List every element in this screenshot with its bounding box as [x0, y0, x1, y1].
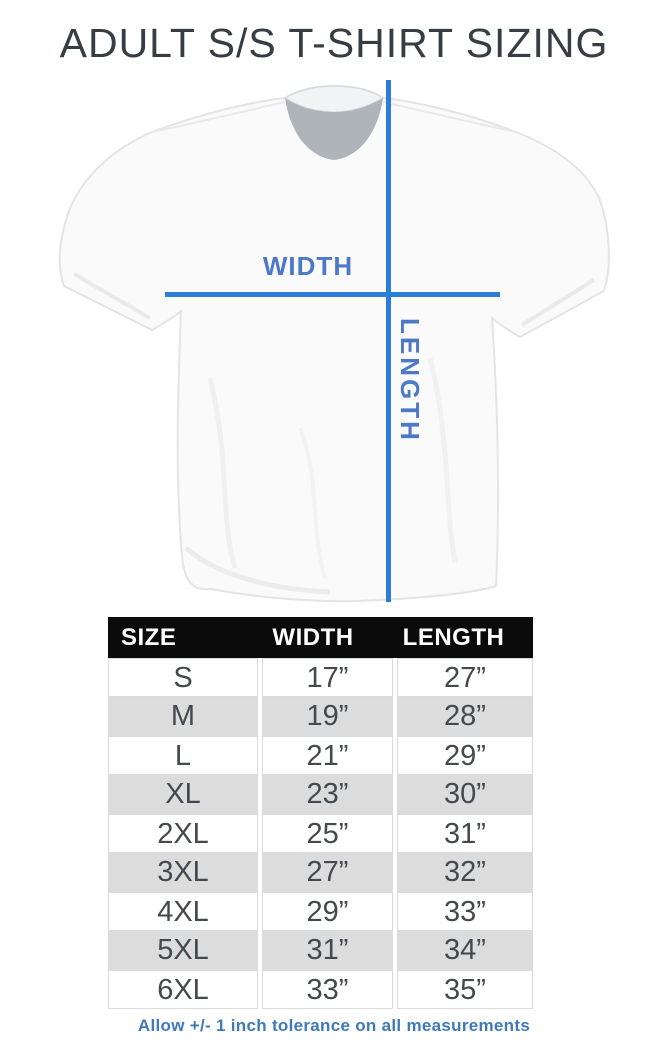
size-cell: M [108, 697, 258, 736]
page-title: ADULT S/S T-SHIRT SIZING [59, 20, 609, 66]
width-label: WIDTH [262, 251, 354, 281]
table-row: 6XL 33” 35” [108, 970, 533, 1009]
width-cell: 29” [262, 892, 393, 931]
table-row: XL 23” 30” [108, 775, 533, 814]
table-row: 2XL 25” 31” [108, 814, 533, 853]
width-cell: 21” [262, 736, 393, 775]
width-cell: 33” [262, 970, 393, 1009]
size-cell: XL [108, 775, 258, 814]
table-header-row: SIZE WIDTH LENGTH [108, 617, 533, 658]
width-cell: 17” [262, 658, 393, 697]
width-cell: 27” [262, 853, 393, 892]
size-cell: 2XL [108, 814, 258, 853]
width-cell: 31” [262, 931, 393, 970]
length-cell: 31” [397, 814, 533, 853]
tolerance-note: Allow +/- 1 inch tolerance on all measur… [137, 1016, 531, 1035]
size-cell: 3XL [108, 853, 258, 892]
table-header-width: WIDTH [272, 623, 354, 651]
length-cell: 29” [397, 736, 533, 775]
size-cell: 6XL [108, 970, 258, 1009]
size-cell: 4XL [108, 892, 258, 931]
table-header-length: LENGTH [402, 623, 505, 651]
size-cell: 5XL [108, 931, 258, 970]
length-cell: 33” [397, 892, 533, 931]
size-chart-table: SIZE WIDTH LENGTH S 17” 27” M 19” 28” L … [108, 617, 533, 1009]
length-cell: 35” [397, 970, 533, 1009]
table-row: S 17” 27” [108, 658, 533, 697]
table-row: L 21” 29” [108, 736, 533, 775]
table-row: 3XL 27” 32” [108, 853, 533, 892]
size-cell: S [108, 658, 258, 697]
tshirt-photo [58, 84, 610, 603]
width-measure-line [165, 292, 500, 297]
table-row: M 19” 28” [108, 697, 533, 736]
length-cell: 32” [397, 853, 533, 892]
length-cell: 30” [397, 775, 533, 814]
length-cell: 28” [397, 697, 533, 736]
length-cell: 34” [397, 931, 533, 970]
length-cell: 27” [397, 658, 533, 697]
table-header-size: SIZE [121, 623, 177, 651]
length-label: LENGTH [395, 318, 425, 443]
width-cell: 19” [262, 697, 393, 736]
width-cell: 25” [262, 814, 393, 853]
width-cell: 23” [262, 775, 393, 814]
size-cell: L [108, 736, 258, 775]
table-row: 4XL 29” 33” [108, 892, 533, 931]
table-row: 5XL 31” 34” [108, 931, 533, 970]
length-measure-line [386, 80, 391, 602]
